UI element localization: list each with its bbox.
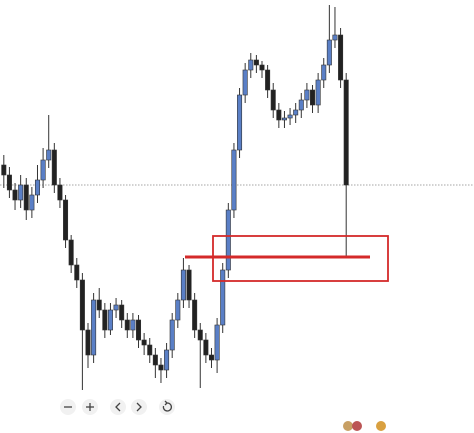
flag-icon: [352, 421, 362, 431]
candle-body: [124, 319, 130, 331]
candle-body: [321, 64, 327, 81]
candle-body: [338, 34, 344, 81]
candle-body: [175, 299, 181, 321]
candle-body: [197, 329, 203, 341]
candle-body: [248, 59, 254, 71]
candle-body: [242, 69, 248, 96]
candle-body: [225, 209, 231, 271]
candle-body: [304, 89, 310, 101]
candle-body: [326, 39, 332, 66]
candle-body: [68, 239, 74, 266]
candle-body: [152, 354, 158, 366]
candle-body: [237, 94, 243, 151]
candle-body: [141, 339, 147, 346]
candle-body: [298, 99, 304, 111]
flag-icon: [376, 421, 386, 431]
candle-body: [1, 164, 7, 176]
candle-body: [130, 319, 136, 331]
candle-body: [270, 89, 276, 111]
candle-body: [46, 149, 52, 161]
candle-body: [96, 299, 102, 311]
candle-body: [186, 269, 192, 301]
candle-body: [85, 329, 91, 356]
candle-body: [276, 109, 282, 121]
candle-body: [113, 304, 119, 311]
candle-body: [343, 79, 349, 186]
zoom-in-button[interactable]: [82, 399, 98, 415]
candle-body: [91, 299, 97, 356]
candle-body: [51, 149, 57, 186]
candle-body: [40, 159, 46, 181]
flag-icon: [343, 421, 353, 431]
scroll-right-button[interactable]: [131, 399, 147, 415]
scroll-left-button[interactable]: [110, 399, 126, 415]
candle-body: [310, 89, 316, 106]
candle-body: [214, 324, 220, 361]
candle-body: [180, 269, 186, 301]
candle-body: [12, 189, 18, 201]
candle-body: [57, 184, 63, 201]
candle-body: [253, 59, 259, 66]
zoom-controls: [60, 399, 175, 415]
candle-body: [6, 174, 12, 191]
zoom-out-button[interactable]: [60, 399, 76, 415]
candle-body: [102, 309, 108, 331]
candle-body: [332, 34, 338, 41]
candle-body: [293, 109, 299, 116]
candle-body: [164, 349, 170, 371]
candle-body: [74, 264, 80, 281]
candle-body: [281, 117, 287, 121]
candle-body: [34, 179, 40, 196]
candle-body: [208, 354, 214, 361]
candle-body: [79, 279, 85, 331]
candle-body: [158, 364, 164, 371]
candle-body: [136, 319, 142, 341]
candle-body: [265, 69, 271, 91]
reset-button[interactable]: [159, 399, 175, 415]
candle-body: [231, 149, 237, 211]
candle-body: [107, 309, 113, 331]
currency-flags: [343, 421, 386, 431]
candle-body: [29, 194, 35, 211]
candle-body: [18, 184, 24, 201]
candle-body: [23, 184, 29, 211]
candle-body: [63, 199, 69, 241]
candles: [1, 5, 349, 390]
candle-body: [287, 114, 293, 119]
candle-body: [169, 319, 175, 351]
candle-body: [203, 339, 209, 356]
candle-body: [192, 299, 198, 331]
candle-body: [315, 79, 321, 106]
candle-body: [220, 269, 226, 326]
candle-body: [259, 64, 265, 71]
candle-body: [119, 304, 125, 321]
candle-body: [147, 344, 153, 356]
